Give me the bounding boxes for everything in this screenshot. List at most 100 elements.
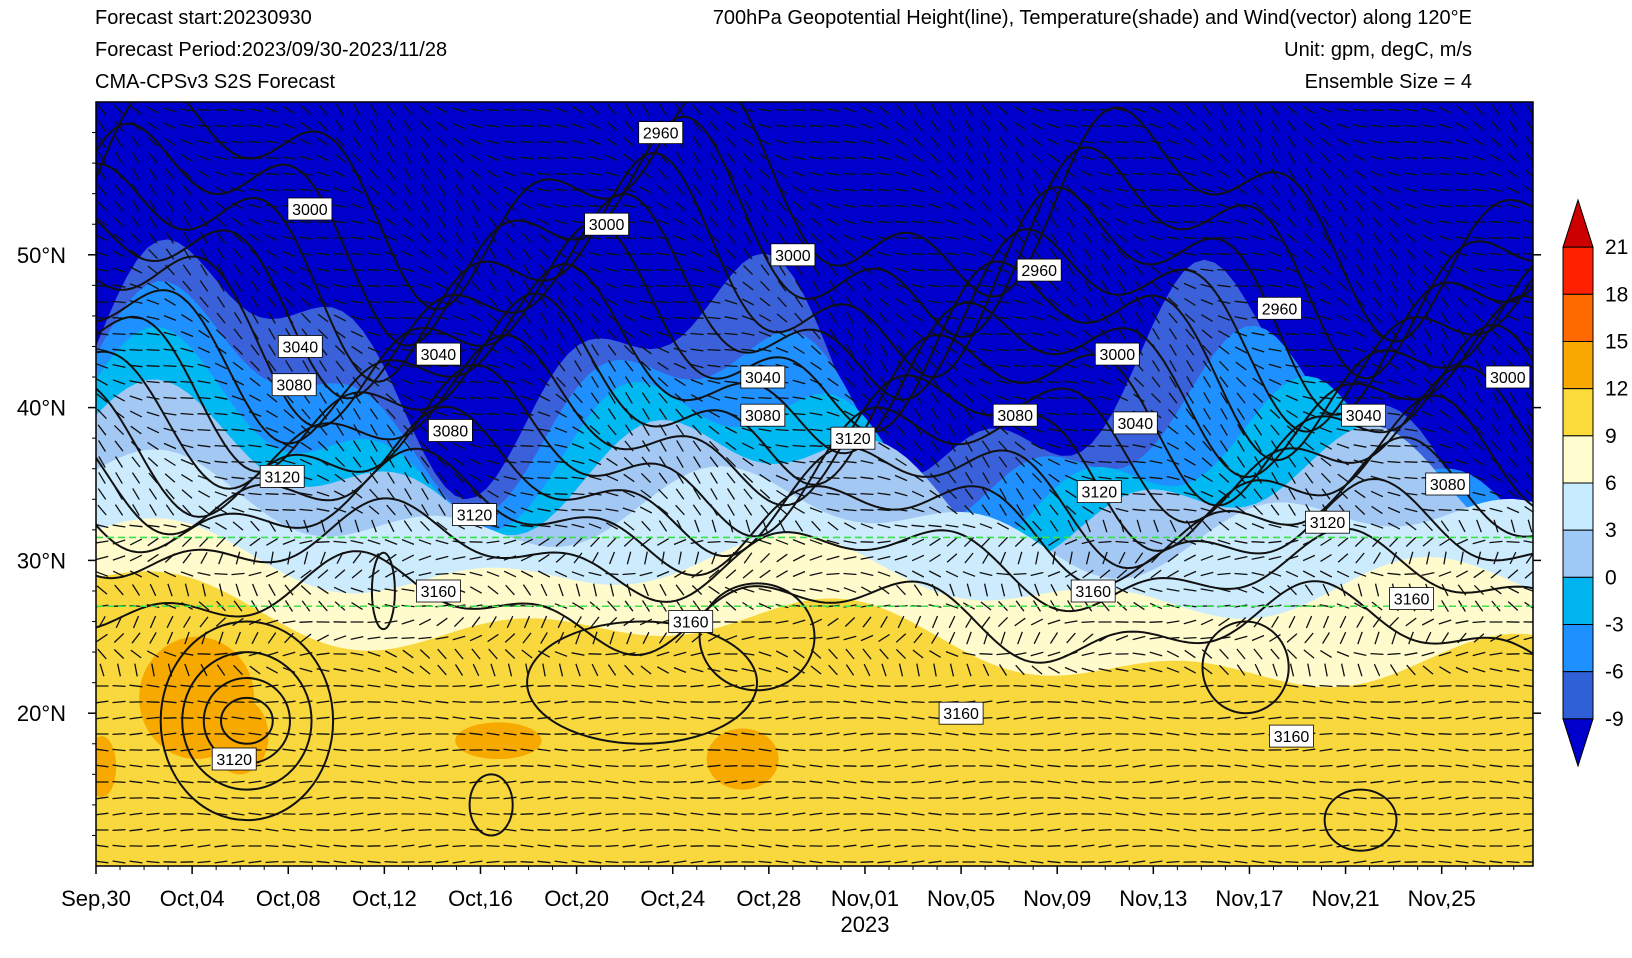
contour-label-text: 3120 bbox=[835, 431, 871, 448]
contour-label: 3120 bbox=[1305, 510, 1350, 534]
contour-label-box bbox=[1257, 296, 1302, 320]
contour-label-text: 3160 bbox=[673, 615, 709, 632]
height-contour bbox=[96, 115, 1533, 380]
contour-label-box bbox=[1076, 480, 1122, 504]
colorbar-label: 6 bbox=[1605, 472, 1617, 495]
contour-label: 2960 bbox=[638, 121, 684, 145]
contour-label: 3080 bbox=[427, 419, 473, 442]
contour-label-box bbox=[287, 197, 333, 221]
height-contour-closed bbox=[526, 620, 759, 745]
contour-label-box bbox=[1341, 403, 1386, 427]
contour-label-text: 3120 bbox=[457, 508, 493, 525]
contour-label: 3040 bbox=[415, 342, 461, 366]
height-contour bbox=[96, 550, 1533, 664]
contour-label-box bbox=[992, 403, 1038, 427]
contour-label: 3120 bbox=[452, 503, 497, 526]
x-tick-label: Oct,12 bbox=[352, 886, 417, 911]
colorbar-label: 9 bbox=[1605, 425, 1617, 448]
contour-label-text: 3160 bbox=[1075, 584, 1111, 601]
x-tick-label: Sep,30 bbox=[61, 886, 131, 911]
y-tick-label: 20°N bbox=[17, 701, 66, 726]
contour-label: 2960 bbox=[1016, 258, 1062, 282]
colorbar-label: 12 bbox=[1605, 378, 1628, 401]
contour-label-box bbox=[1112, 411, 1158, 435]
colorbar-segment bbox=[1562, 671, 1594, 720]
contour-label-box bbox=[740, 365, 786, 389]
colorbar-label: -6 bbox=[1605, 661, 1624, 684]
contour-label-text: 3160 bbox=[943, 706, 979, 723]
contour-label-box bbox=[415, 342, 461, 366]
contour-label: 3040 bbox=[277, 335, 323, 358]
contour-label-box bbox=[638, 121, 684, 145]
contour-label-text: 3120 bbox=[1082, 485, 1118, 502]
colorbar-label: -9 bbox=[1605, 708, 1624, 731]
forecast-period-label: Forecast Period:2023/09/30-2023/11/28 bbox=[95, 39, 448, 61]
contour-label: 3160 bbox=[668, 610, 714, 633]
contour-label-text: 3080 bbox=[276, 378, 312, 395]
colorbar-segment bbox=[1562, 624, 1594, 673]
contour-label-text: 3040 bbox=[745, 370, 781, 387]
contour-label-box bbox=[271, 373, 317, 397]
x-tick-label: Oct,20 bbox=[544, 886, 609, 911]
contour-label-box bbox=[938, 701, 984, 725]
contour-label-text: 3000 bbox=[1490, 370, 1526, 387]
contour-label: 3160 bbox=[415, 579, 461, 603]
x-tick-label: Nov,25 bbox=[1408, 886, 1476, 911]
x-tick-label: Nov,21 bbox=[1312, 886, 1380, 911]
height-contour bbox=[96, 405, 1533, 570]
forecast-start-label: Forecast start:20230930 bbox=[95, 7, 312, 29]
contour-label-text: 3080 bbox=[745, 408, 781, 425]
height-contour bbox=[96, 192, 1533, 433]
x-tick-label: Oct,08 bbox=[256, 886, 321, 911]
contour-label: 3120 bbox=[1076, 480, 1122, 504]
contour-label-text: 2960 bbox=[1262, 301, 1298, 318]
contour-label-text: 3080 bbox=[997, 408, 1033, 425]
x-tick-label: Oct,28 bbox=[736, 886, 801, 911]
contour-label-text: 2960 bbox=[643, 126, 679, 143]
height-contour-closed bbox=[468, 773, 514, 837]
colorbar-segment bbox=[1562, 435, 1594, 484]
contour-label-box bbox=[668, 610, 714, 633]
colorbar-segment bbox=[1562, 341, 1594, 390]
contour-label: 3160 bbox=[1389, 587, 1434, 610]
colorbar-label: 21 bbox=[1605, 236, 1628, 259]
y-tick-label: 50°N bbox=[17, 243, 66, 268]
contour-label: 2960 bbox=[1257, 296, 1302, 320]
height-contour-closed bbox=[1323, 788, 1398, 852]
colorbar-segment bbox=[1562, 388, 1594, 437]
colorbar-top-arrow bbox=[1562, 198, 1594, 248]
contour-label-text: 3040 bbox=[283, 340, 319, 357]
contour-label-box bbox=[1305, 510, 1350, 534]
plot-frame bbox=[95, 101, 1534, 867]
contour-label-text: 3000 bbox=[1100, 347, 1136, 364]
contour-label-text: 3040 bbox=[421, 347, 457, 364]
contour-label: 3160 bbox=[1070, 579, 1116, 603]
contour-label-box bbox=[415, 579, 461, 603]
temp-zone-warm-patch bbox=[96, 736, 117, 798]
contour-label-text: 3080 bbox=[1430, 477, 1466, 494]
x-tick-label: Nov,05 bbox=[927, 886, 995, 911]
height-contour bbox=[96, 447, 1533, 587]
x-tick-label: Oct,16 bbox=[448, 886, 513, 911]
contour-label: 3080 bbox=[271, 373, 317, 397]
chart-title: 700hPa Geopotential Height(line), Temper… bbox=[712, 7, 1472, 29]
contour-label: 3000 bbox=[584, 212, 629, 236]
contour-label-box bbox=[1070, 579, 1116, 603]
contour-label: 3080 bbox=[740, 403, 786, 427]
contour-label: 3000 bbox=[1485, 365, 1531, 389]
y-tick-label: 30°N bbox=[17, 548, 66, 573]
y-tick-label: 40°N bbox=[17, 396, 66, 421]
colorbar-segment bbox=[1562, 246, 1594, 295]
colorbar-label: -3 bbox=[1605, 614, 1624, 637]
contour-label-box bbox=[452, 503, 497, 526]
x-year-label: 2023 bbox=[840, 912, 889, 937]
x-tick-label: Oct,04 bbox=[160, 886, 225, 911]
contour-label: 3160 bbox=[938, 701, 984, 725]
temp-zone-warm-patch bbox=[455, 722, 542, 760]
height-contour bbox=[96, 263, 1533, 479]
contour-label-box bbox=[830, 426, 876, 450]
contour-label-text: 3080 bbox=[433, 424, 469, 441]
contour-label: 3040 bbox=[1341, 403, 1386, 427]
colorbar-label: 0 bbox=[1605, 566, 1617, 589]
